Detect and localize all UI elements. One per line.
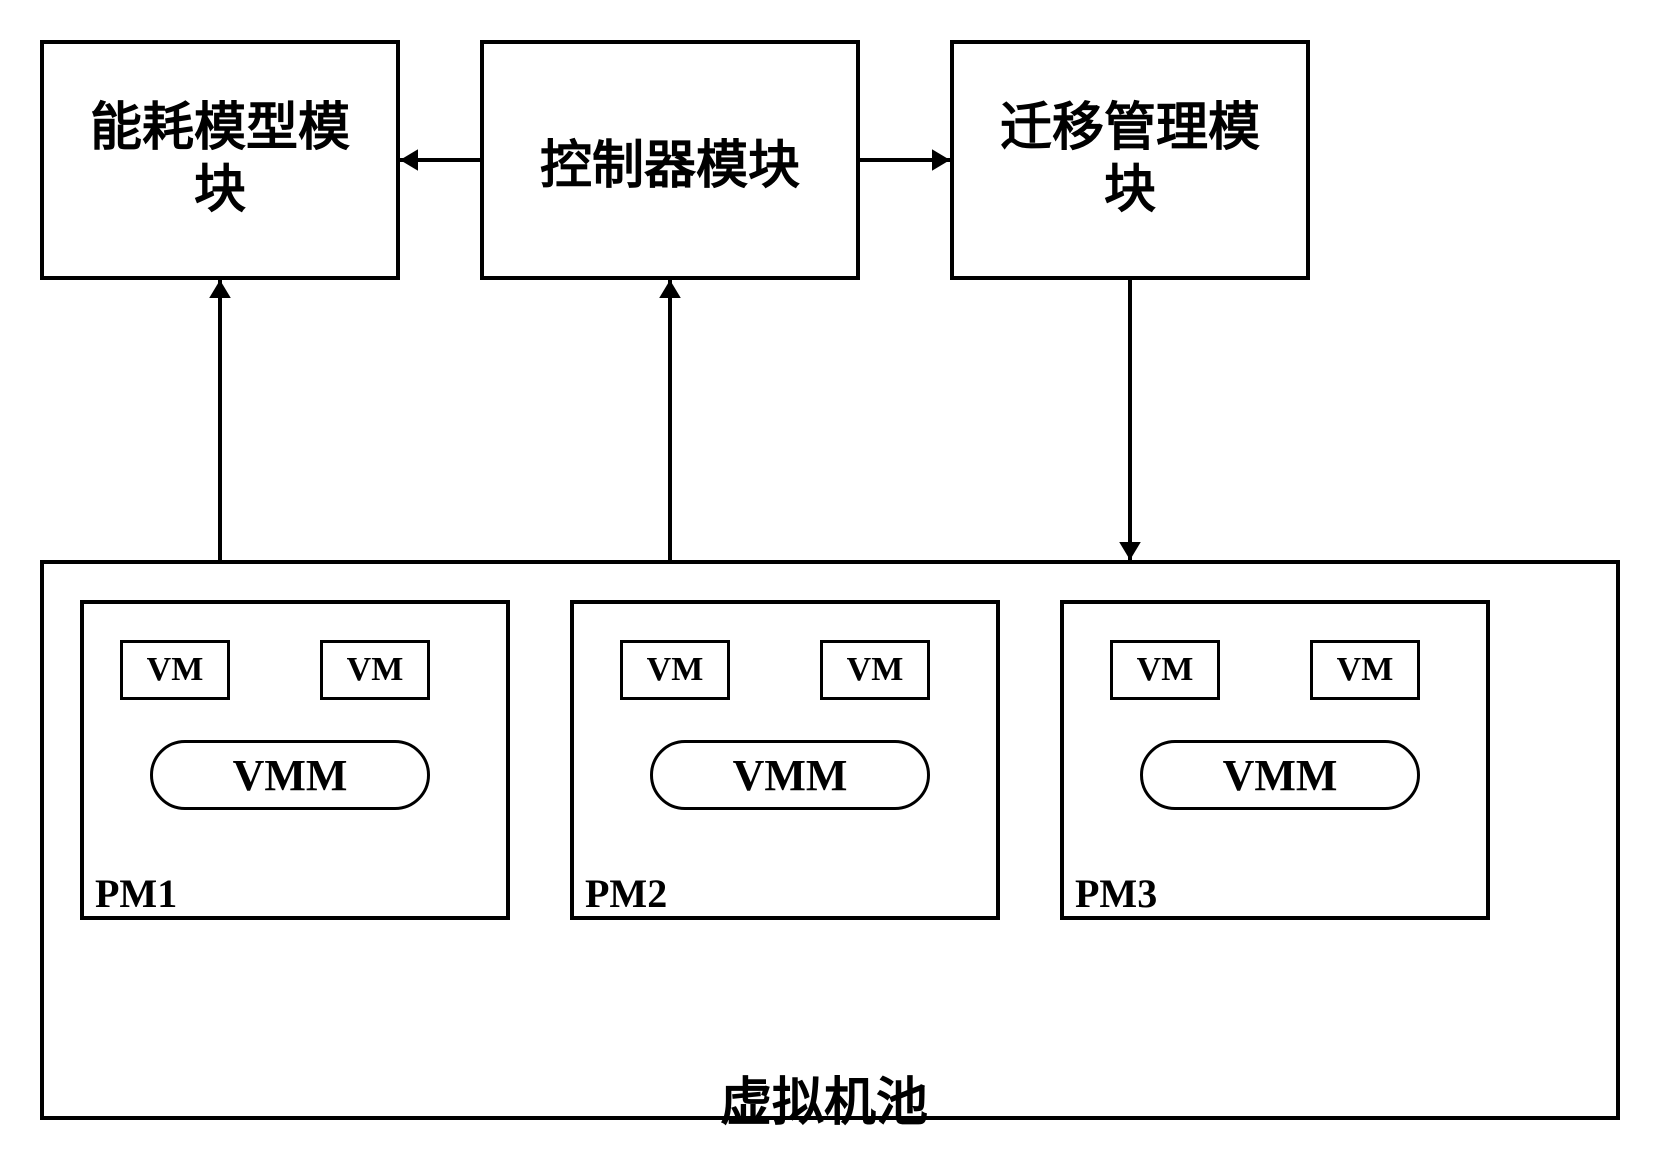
vm-box-pm1-0: VM xyxy=(120,640,230,700)
vmm-box-pm2: VMM xyxy=(650,740,930,810)
energy-model-label: 能耗模型模块 xyxy=(90,98,350,223)
vm-box-pm2-1: VM xyxy=(820,640,930,700)
pm-label-pm2: PM2 xyxy=(585,870,667,917)
vmm-box-pm3: VMM xyxy=(1140,740,1420,810)
vmm-box-pm1: VMM xyxy=(150,740,430,810)
vm-box-pm3-1: VM xyxy=(1310,640,1420,700)
vm-box-pm2-0: VM xyxy=(620,640,730,700)
migration-label: 迁移管理模块 xyxy=(1000,98,1260,223)
pm-label-pm1: PM1 xyxy=(95,870,177,917)
energy-model-module: 能耗模型模块 xyxy=(40,40,400,280)
controller-module: 控制器模块 xyxy=(480,40,860,280)
controller-label: 控制器模块 xyxy=(540,123,800,198)
vm-pool-label: 虚拟机池 xyxy=(720,1060,928,1135)
pm-label-pm3: PM3 xyxy=(1075,870,1157,917)
architecture-diagram: 能耗模型模块 控制器模块 迁移管理模块虚拟机池 VM VM VMM PM1 VM VM VMM PM… xyxy=(20,20,1638,1154)
migration-module: 迁移管理模块 xyxy=(950,40,1310,280)
vm-box-pm1-1: VM xyxy=(320,640,430,700)
vm-box-pm3-0: VM xyxy=(1110,640,1220,700)
